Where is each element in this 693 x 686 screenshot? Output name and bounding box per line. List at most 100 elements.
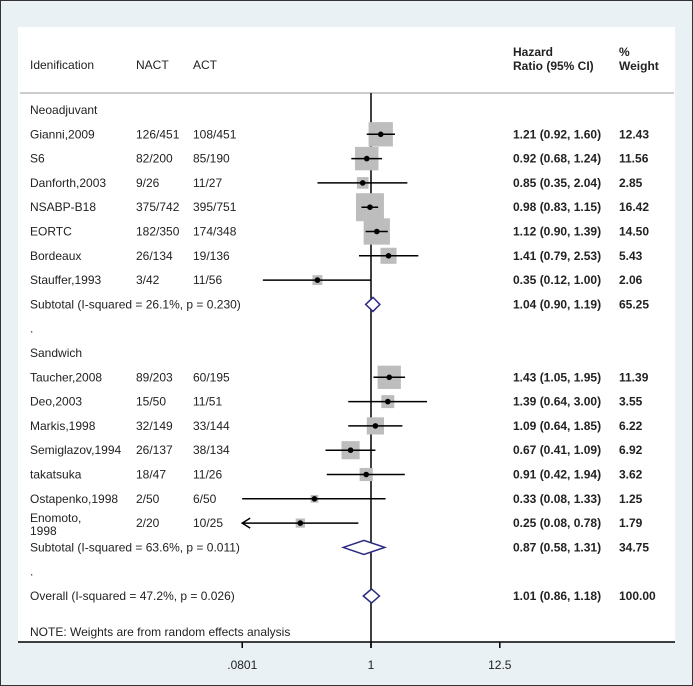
weight-value: 12.43 <box>619 127 649 141</box>
act-events: 11/26 <box>193 468 222 482</box>
nact-events: 26/137 <box>136 443 173 457</box>
study-label: Markis,1998 <box>30 419 96 433</box>
hr-ci-value: 0.91 (0.42, 1.94) <box>513 468 601 482</box>
header-hr-line1: Hazard <box>513 45 553 59</box>
x-tick-label: .0801 <box>227 658 257 672</box>
point-estimate <box>386 374 393 381</box>
header-nact: NACT <box>136 58 169 72</box>
study-label: NSABP-B18 <box>30 200 96 214</box>
header-weight-line2: Weight <box>619 59 659 73</box>
nact-events: 82/200 <box>136 152 173 166</box>
act-events: 395/751 <box>193 200 237 214</box>
point-estimate <box>385 253 392 259</box>
ci-arrow-left <box>240 517 251 529</box>
weight-value: 11.56 <box>619 152 649 166</box>
group-label: Neoadjuvant <box>30 103 98 117</box>
point-estimate <box>311 496 318 502</box>
x-tick-label: 1 <box>368 658 375 672</box>
weight-value: 6.22 <box>619 419 643 433</box>
hr-ci-value: 0.87 (0.58, 1.31) <box>513 540 601 554</box>
overall-diamond <box>362 588 381 604</box>
point-estimate <box>377 131 384 138</box>
study-label: Taucher,2008 <box>30 370 102 384</box>
group-label: Sandwich <box>30 346 82 360</box>
act-events: 38/134 <box>193 443 230 457</box>
weight-value: 3.62 <box>619 468 643 482</box>
study-label: Enomoto, <box>30 511 81 525</box>
study-label: Stauffer,1993 <box>30 273 102 287</box>
act-events: 11/27 <box>193 176 222 190</box>
nact-events: 3/42 <box>136 273 160 287</box>
header-weight-line1: % <box>619 45 630 59</box>
study-label: Ostapenko,1998 <box>30 492 118 506</box>
overall-label: Overall (I-squared = 47.2%, p = 0.026) <box>30 589 235 603</box>
weight-value: 1.79 <box>619 516 643 530</box>
hr-ci-value: 1.41 (0.79, 2.53) <box>513 249 601 263</box>
act-events: 10/25 <box>193 516 223 530</box>
subtotal-diamond <box>340 539 388 556</box>
study-label: takatsuka <box>30 468 82 482</box>
header-hr-line2: Ratio (95% CI) <box>513 59 594 73</box>
study-label: Danforth,2003 <box>30 176 106 190</box>
weight-value: 16.42 <box>619 200 649 214</box>
point-estimate <box>347 447 354 454</box>
hr-ci-value: 1.04 (0.90, 1.19) <box>513 297 601 311</box>
study-label-line2: 1998 <box>30 524 57 538</box>
study-label: Gianni,2009 <box>30 127 95 141</box>
hr-ci-value: 0.98 (0.83, 1.15) <box>513 200 601 214</box>
hr-ci-value: 1.39 (0.64, 3.00) <box>513 395 601 409</box>
weight-value: 14.50 <box>619 225 649 239</box>
nact-events: 89/203 <box>136 370 173 384</box>
point-estimate <box>363 471 369 478</box>
subtotal-label: Subtotal (I-squared = 26.1%, p = 0.230) <box>30 297 241 311</box>
weight-value: 100.00 <box>619 589 656 603</box>
subtotal-label: Subtotal (I-squared = 63.6%, p = 0.011) <box>30 540 240 554</box>
act-events: 6/50 <box>193 492 217 506</box>
weight-value: 2.85 <box>619 176 643 190</box>
nact-events: 18/47 <box>136 468 166 482</box>
act-events: 33/144 <box>193 419 230 433</box>
nact-events: 375/742 <box>136 200 180 214</box>
act-events: 174/348 <box>193 225 237 239</box>
hr-ci-value: 1.21 (0.92, 1.60) <box>513 127 601 141</box>
point-estimate <box>363 155 370 162</box>
note-text: NOTE: Weights are from random effects an… <box>30 625 290 639</box>
point-estimate <box>373 228 380 235</box>
spacer-dot: . <box>30 565 33 579</box>
weight-value: 34.75 <box>619 540 649 554</box>
nact-events: 126/451 <box>136 127 180 141</box>
point-estimate <box>367 204 373 210</box>
subtotal-diamond <box>364 296 381 313</box>
point-estimate <box>297 520 304 526</box>
nact-events: 26/134 <box>136 249 173 263</box>
hr-ci-value: 0.35 (0.12, 1.00) <box>513 273 601 287</box>
hr-ci-value: 0.25 (0.08, 0.78) <box>513 516 601 530</box>
hr-ci-value: 1.43 (1.05, 1.95) <box>513 370 601 384</box>
weight-value: 3.55 <box>619 395 643 409</box>
spacer-dot: . <box>30 322 33 336</box>
x-tick-label: 12.5 <box>488 658 512 672</box>
weight-value: 6.92 <box>619 443 643 457</box>
point-estimate <box>314 277 321 283</box>
header-study: Idenification <box>30 58 94 72</box>
hr-ci-value: 1.01 (0.86, 1.18) <box>513 589 601 603</box>
weight-value: 1.25 <box>619 492 643 506</box>
weight-value: 11.39 <box>619 370 649 384</box>
study-label: Deo,2003 <box>30 395 82 409</box>
point-estimate <box>372 423 379 429</box>
weight-value: 5.43 <box>619 249 643 263</box>
nact-events: 9/26 <box>136 176 160 190</box>
nact-events: 182/350 <box>136 225 180 239</box>
act-events: 60/195 <box>193 370 230 384</box>
study-label: Semiglazov,1994 <box>30 443 121 457</box>
nact-events: 2/50 <box>136 492 160 506</box>
study-label: EORTC <box>30 225 72 239</box>
act-events: 108/451 <box>193 127 237 141</box>
nact-events: 15/50 <box>136 395 166 409</box>
study-label: Bordeaux <box>30 249 81 263</box>
act-events: 11/51 <box>193 395 222 409</box>
header-act: ACT <box>193 58 218 72</box>
point-estimate <box>384 398 391 405</box>
point-estimate <box>359 180 366 186</box>
act-events: 11/56 <box>193 273 222 287</box>
